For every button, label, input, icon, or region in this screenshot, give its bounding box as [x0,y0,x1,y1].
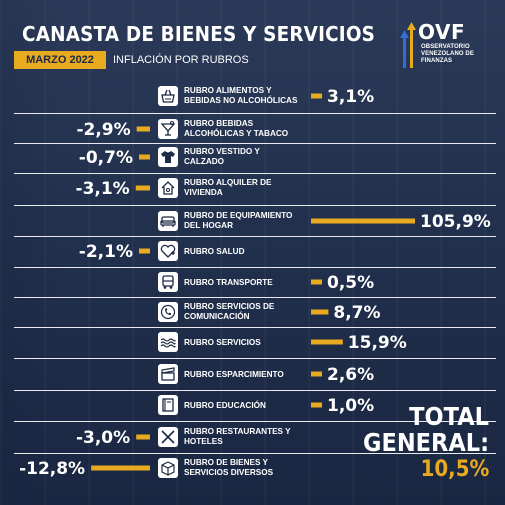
category-label-rubro-servicios-de-comunicacion-line1: RUBRO SERVICIOS DE [184,302,275,311]
heart-plus-icon [158,241,178,261]
value-label-rubro-de-bienes-y-servicios-diversos: -12,8% [19,459,85,479]
bar-rubro-educacion [311,402,322,408]
category-label-rubro-de-bienes-y-servicios-diversos-line2: SERVICIOS DIVERSOS [184,468,274,477]
cocktail-glass-icon [158,119,178,139]
box-icon [158,458,178,478]
bar-rubro-bebidas-alcoholicas-y-tabaco [136,126,150,132]
house-key-icon [158,178,178,198]
shirt-icon [158,147,178,167]
category-label-rubro-bebidas-alcoholicas-y-tabaco-line1: RUBRO BEBIDAS [184,119,254,128]
bar-rubro-alimentos-y-bebidas-no-alcoholicas [311,93,322,99]
category-label-rubro-alquiler-de-vivienda-line2: VIVIENDA [184,188,223,197]
total-general-value: 10,5% [420,457,489,482]
value-label-rubro-vestido-y-calzado: -0,7% [79,148,133,168]
bar-rubro-alquiler-de-vivienda [135,185,150,191]
category-label-rubro-servicios: RUBRO SERVICIOS [184,338,261,347]
icon-tile [158,332,178,352]
clapperboard-icon [158,364,178,384]
phone-call-icon [158,302,178,322]
bus-icon [158,272,178,292]
bar-rubro-esparcimiento [311,371,322,377]
category-label-rubro-de-bienes-y-servicios-diversos-line1: RUBRO DE BIENES Y [184,458,269,467]
total-label-line2: GENERAL: [363,428,490,457]
bar-rubro-restaurantes-y-hoteles [136,434,150,440]
bar-rubro-servicios-de-comunicacion [311,309,329,315]
value-label-rubro-restaurantes-y-hoteles: -3,0% [76,428,130,448]
value-label-rubro-de-equipamiento-del-hogar: 105,9% [420,212,491,232]
total-label-line1: TOTAL [409,402,489,431]
logo-arrows-icon [400,22,416,68]
bar-rubro-servicios [311,339,343,345]
category-label-rubro-educacion: RUBRO EDUCACIÓN [184,399,266,410]
category-label-rubro-de-equipamiento-del-hogar-line2: DEL HOGAR [184,221,233,230]
icon-tile [158,395,178,415]
bar-rubro-de-equipamiento-del-hogar [311,218,415,224]
total-general-label: TOTAL GENERAL: [363,404,489,456]
category-label-rubro-vestido-y-calzado-line2: CALZADO [184,157,225,166]
category-label-rubro-esparcimiento: RUBRO ESPARCIMIENTO [184,370,284,379]
category-label-rubro-alimentos-y-bebidas-no-alcoholicas-line1: RUBRO ALIMENTOS Y [184,86,272,95]
bar-rubro-salud [139,248,150,254]
category-label-rubro-vestido-y-calzado-line1: RUBRO VESTIDO Y [184,147,260,156]
value-label-rubro-transporte: 0,5% [327,273,374,293]
value-label-rubro-salud: -2,1% [79,242,133,262]
category-label-rubro-restaurantes-y-hoteles-line1: RUBRO RESTAURANTES Y [184,427,291,436]
icon-tile [158,272,178,292]
value-label-rubro-alimentos-y-bebidas-no-alcoholicas: 3,1% [327,87,374,107]
water-waves-icon [158,332,178,352]
sofa-icon [158,211,178,231]
icon-tile [158,119,178,139]
logo-subtitle: OBSERVATORIO VENEZOLANO DE FINANZAS [421,44,474,64]
category-label-rubro-servicios-de-comunicacion-line2: COMUNICACIÓN [184,310,250,321]
page-title: CANASTA DE BIENES Y SERVICIOS [22,22,376,46]
value-label-rubro-educacion: 1,0% [327,396,374,416]
value-label-rubro-servicios-de-comunicacion: 8,7% [333,303,380,323]
fork-knife-icon [158,427,178,447]
category-label-rubro-de-equipamiento-del-hogar-line1: RUBRO DE EQUIPAMIENTO [184,211,293,220]
category-label-rubro-alimentos-y-bebidas-no-alcoholicas-line2: BEBIDAS NO ALCOHÓLICAS [184,94,298,105]
category-label-rubro-salud: RUBRO SALUD [184,247,245,256]
logo-name: OVF [418,20,466,44]
value-label-rubro-bebidas-alcoholicas-y-tabaco: -2,9% [76,120,130,140]
ovf-logo: OVF OBSERVATORIO VENEZOLANO DE FINANZAS [400,20,490,70]
date-badge: MARZO 2022 [14,51,106,69]
icon-tile [158,86,178,106]
book-icon [158,395,178,415]
icon-tile [158,241,178,261]
category-label-rubro-alquiler-de-vivienda-line1: RUBRO ALQUILER DE [184,178,272,187]
bar-rubro-transporte [311,279,322,285]
category-label-rubro-bebidas-alcoholicas-y-tabaco-line2: ALCOHÓLICAS Y TABACO [184,127,289,138]
bar-rubro-vestido-y-calzado [139,154,150,160]
value-label-rubro-servicios: 15,9% [348,333,407,353]
value-label-rubro-alquiler-de-vivienda: -3,1% [76,179,130,199]
grocery-basket-icon [158,86,178,106]
value-label-rubro-esparcimiento: 2,6% [327,365,374,385]
chart-subtitle: INFLACIÓN POR RUBROS [113,54,249,66]
category-label-rubro-restaurantes-y-hoteles-line2: HOTELES [184,437,223,446]
icon-tile [158,364,178,384]
category-label-rubro-transporte: RUBRO TRANSPORTE [184,278,273,287]
bar-rubro-de-bienes-y-servicios-diversos [91,465,150,471]
